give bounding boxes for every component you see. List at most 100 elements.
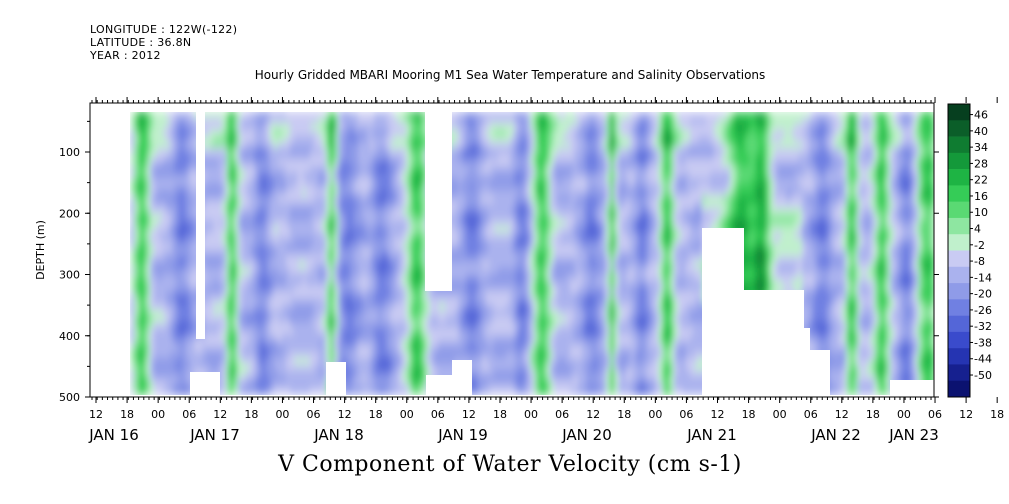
heatmap-cell bbox=[350, 130, 355, 137]
heatmap-cell bbox=[330, 118, 335, 125]
heatmap-cell bbox=[366, 352, 371, 359]
heatmap-cell bbox=[286, 154, 291, 161]
heatmap-cell bbox=[150, 346, 155, 353]
heatmap-cell bbox=[470, 250, 475, 257]
heatmap-cell bbox=[458, 214, 463, 221]
heatmap-cell bbox=[174, 148, 179, 155]
heatmap-cell bbox=[302, 304, 307, 311]
heatmap-cell bbox=[146, 376, 151, 383]
heatmap-cell bbox=[470, 190, 475, 197]
heatmap-cell bbox=[478, 172, 483, 179]
heatmap-cell bbox=[490, 148, 495, 155]
heatmap-cell bbox=[166, 202, 171, 209]
heatmap-cell bbox=[526, 136, 531, 143]
heatmap-cell bbox=[538, 376, 543, 383]
heatmap-cell bbox=[130, 118, 135, 125]
heatmap-cell bbox=[234, 328, 239, 335]
heatmap-cell bbox=[250, 196, 255, 203]
heatmap-cell bbox=[514, 310, 519, 317]
heatmap-cell bbox=[542, 310, 547, 317]
heatmap-cell bbox=[482, 178, 487, 185]
heatmap-cell bbox=[170, 178, 175, 185]
heatmap-cell bbox=[486, 232, 491, 239]
heatmap-cell bbox=[134, 232, 139, 239]
heatmap-cell bbox=[398, 298, 403, 305]
heatmap-cell bbox=[362, 280, 367, 287]
heatmap-cell bbox=[522, 178, 527, 185]
heatmap-cell bbox=[190, 268, 195, 275]
heatmap-cell bbox=[182, 232, 187, 239]
heatmap-cell bbox=[302, 196, 307, 203]
heatmap-cell bbox=[550, 340, 555, 347]
heatmap-cell bbox=[542, 280, 547, 287]
heatmap-cell bbox=[326, 310, 331, 317]
heatmap-cell bbox=[546, 142, 551, 149]
heatmap-cell bbox=[470, 214, 475, 221]
heatmap-cell bbox=[286, 268, 291, 275]
heatmap-cell bbox=[290, 346, 295, 353]
heatmap-cell bbox=[134, 118, 139, 125]
heatmap-cell bbox=[254, 292, 259, 299]
heatmap-cell bbox=[442, 364, 447, 371]
heatmap-cell bbox=[270, 346, 275, 353]
heatmap-cell bbox=[470, 142, 475, 149]
heatmap-cell bbox=[182, 328, 187, 335]
heatmap-cell bbox=[486, 136, 491, 143]
heatmap-cell bbox=[462, 346, 467, 353]
heatmap-cell bbox=[506, 388, 511, 395]
heatmap-cell bbox=[190, 172, 195, 179]
heatmap-cell bbox=[406, 112, 411, 119]
heatmap-cell bbox=[326, 262, 331, 269]
heatmap-cell bbox=[386, 112, 391, 119]
heatmap-cell bbox=[142, 388, 147, 395]
heatmap-cell bbox=[502, 304, 507, 311]
heatmap-cell bbox=[478, 166, 483, 173]
heatmap-cell bbox=[386, 292, 391, 299]
heatmap-cell bbox=[386, 352, 391, 359]
heatmap-cell bbox=[410, 364, 415, 371]
heatmap-cell bbox=[374, 304, 379, 311]
heatmap-cell bbox=[490, 196, 495, 203]
heatmap-cell bbox=[322, 340, 327, 347]
heatmap-cell bbox=[138, 358, 143, 365]
heatmap-cell bbox=[346, 310, 351, 317]
heatmap-cell bbox=[150, 154, 155, 161]
heatmap-cell bbox=[230, 322, 235, 329]
heatmap-cell bbox=[458, 172, 463, 179]
heatmap-cell bbox=[214, 190, 219, 197]
heatmap-cell bbox=[418, 226, 423, 233]
heatmap-cell bbox=[222, 220, 227, 227]
heatmap-cell bbox=[234, 280, 239, 287]
heatmap-cell bbox=[146, 208, 151, 215]
heatmap-cell bbox=[318, 130, 323, 137]
heatmap-cell bbox=[358, 196, 363, 203]
heatmap-cell bbox=[138, 160, 143, 167]
heatmap-cell bbox=[498, 148, 503, 155]
heatmap-cell bbox=[522, 274, 527, 281]
heatmap-cell bbox=[534, 160, 539, 167]
heatmap-cell bbox=[138, 124, 143, 131]
heatmap-cell bbox=[414, 388, 419, 395]
heatmap-cell bbox=[402, 316, 407, 323]
heatmap-cell bbox=[490, 160, 495, 167]
heatmap-cell bbox=[326, 154, 331, 161]
heatmap-cell bbox=[550, 244, 555, 251]
heatmap-cell bbox=[390, 118, 395, 125]
heatmap-cell bbox=[418, 334, 423, 341]
heatmap-cell bbox=[354, 262, 359, 269]
heatmap-cell bbox=[542, 148, 547, 155]
heatmap-cell bbox=[134, 346, 139, 353]
heatmap-cell bbox=[274, 268, 279, 275]
heatmap-cell bbox=[242, 118, 247, 125]
heatmap-cell bbox=[178, 358, 183, 365]
heatmap-cell bbox=[402, 388, 407, 395]
heatmap-cell bbox=[486, 310, 491, 317]
heatmap-cell bbox=[302, 322, 307, 329]
heatmap-cell bbox=[222, 364, 227, 371]
heatmap-cell bbox=[474, 364, 479, 371]
heatmap-cell bbox=[318, 196, 323, 203]
heatmap-cell bbox=[410, 220, 415, 227]
heatmap-cell bbox=[470, 322, 475, 329]
heatmap-cell bbox=[518, 130, 523, 137]
heatmap-cell bbox=[522, 196, 527, 203]
